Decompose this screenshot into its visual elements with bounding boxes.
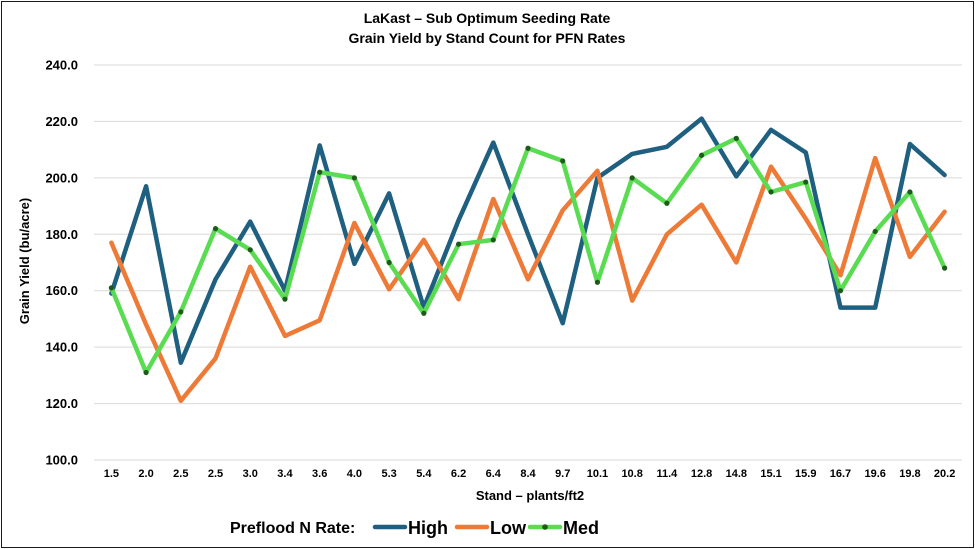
x-tick-label: 19.6: [864, 468, 885, 480]
x-tick-label: 10.1: [587, 468, 608, 480]
series-point-med: [699, 152, 705, 158]
x-tick-label: 2.5: [173, 468, 188, 480]
series-point-med: [837, 288, 844, 294]
x-tick-label: 2.0: [138, 468, 153, 480]
series-point-med: [872, 228, 878, 235]
series-point-med: [386, 259, 392, 266]
y-axis-label: Grain Yield (bu/acre): [17, 198, 32, 324]
series-line-med: [109, 136, 947, 375]
x-tick-label: 11.4: [656, 468, 678, 480]
x-axis-label: Stand – plants/ft2: [476, 488, 584, 503]
x-tick-label: 14.8: [726, 468, 747, 480]
series-point-med: [247, 247, 253, 253]
x-tick-label: 10.8: [621, 468, 642, 480]
series-point-med: [351, 175, 357, 181]
y-tick-label: 100.0: [45, 453, 78, 468]
series-point-med: [629, 175, 635, 181]
series-point-med: [178, 309, 184, 315]
x-tick-label: 6.4: [486, 468, 502, 480]
x-tick-label: 3.4: [277, 468, 293, 480]
series-point-med: [212, 226, 219, 232]
x-tick-label: 8.4: [520, 468, 536, 480]
y-tick-label: 160.0: [45, 283, 78, 298]
legend-marker-med: [542, 524, 548, 530]
x-tick-label: 3.0: [243, 468, 258, 480]
legend-label-high: High: [408, 518, 448, 538]
legend-label-low: Low: [490, 518, 527, 538]
y-tick-label: 200.0: [45, 170, 78, 185]
y-tick-label: 120.0: [45, 396, 78, 411]
x-tick-label: 15.9: [795, 468, 816, 480]
series-point-med: [560, 158, 566, 164]
x-tick-label: 4.0: [347, 468, 362, 480]
series-layer: [108, 116, 948, 404]
x-tick-label: 16.7: [830, 468, 851, 480]
x-tick-label: 6.2: [451, 468, 466, 480]
series-point-med: [907, 189, 913, 195]
chart-subtitle: Grain Yield by Stand Count for PFN Rates: [349, 30, 626, 46]
y-tick-label: 240.0: [45, 58, 78, 73]
y-axis-ticks: 100.0 120.0 140.0 160.0 180.0 200.0 220.0 240.0: [45, 58, 78, 468]
series-point-med: [421, 310, 427, 316]
series-point-med: [455, 241, 462, 247]
x-tick-label: 19.8: [899, 468, 920, 480]
series-point-med: [143, 369, 149, 376]
x-tick-label: 5.3: [381, 468, 396, 480]
series-point-med: [108, 285, 114, 291]
series-point-med: [768, 189, 774, 195]
series-point-med: [525, 145, 531, 151]
x-tick-label: 1.5: [104, 468, 119, 480]
chart-title: LaKast – Sub Optimum Seeding Rate: [364, 10, 611, 26]
legend-label-med: Med: [563, 518, 599, 538]
series-line-high: [109, 116, 947, 365]
x-tick-label: 15.1: [760, 468, 781, 480]
series-point-med: [733, 135, 739, 141]
series-line-low: [109, 155, 947, 404]
series-point-med: [317, 169, 323, 175]
x-tick-label: 9.7: [555, 468, 570, 480]
y-tick-label: 140.0: [45, 340, 78, 355]
y-tick-label: 180.0: [45, 227, 78, 242]
x-axis-ticks: 1.5 2.0 2.5 2.5 3.0 3.4 3.6 4.0 5.3 5.4 6.2 6.4 8.4 9…: [104, 468, 956, 480]
legend-title: Preflood N Rate:: [230, 520, 355, 537]
series-point-med: [803, 179, 809, 185]
x-tick-label: 3.6: [312, 468, 327, 480]
series-point-med: [282, 296, 288, 302]
x-tick-label: 5.4: [416, 468, 432, 480]
legend: Preflood N Rate: High Low Med: [230, 518, 599, 538]
series-point-med: [664, 200, 670, 206]
y-tick-label: 220.0: [45, 114, 78, 129]
series-point-med: [942, 265, 948, 271]
x-tick-label: 20.2: [934, 468, 955, 480]
x-tick-label: 2.5: [208, 468, 223, 480]
x-tick-label: 12.8: [691, 468, 712, 480]
series-point-med: [490, 237, 496, 243]
series-point-med: [594, 279, 601, 285]
